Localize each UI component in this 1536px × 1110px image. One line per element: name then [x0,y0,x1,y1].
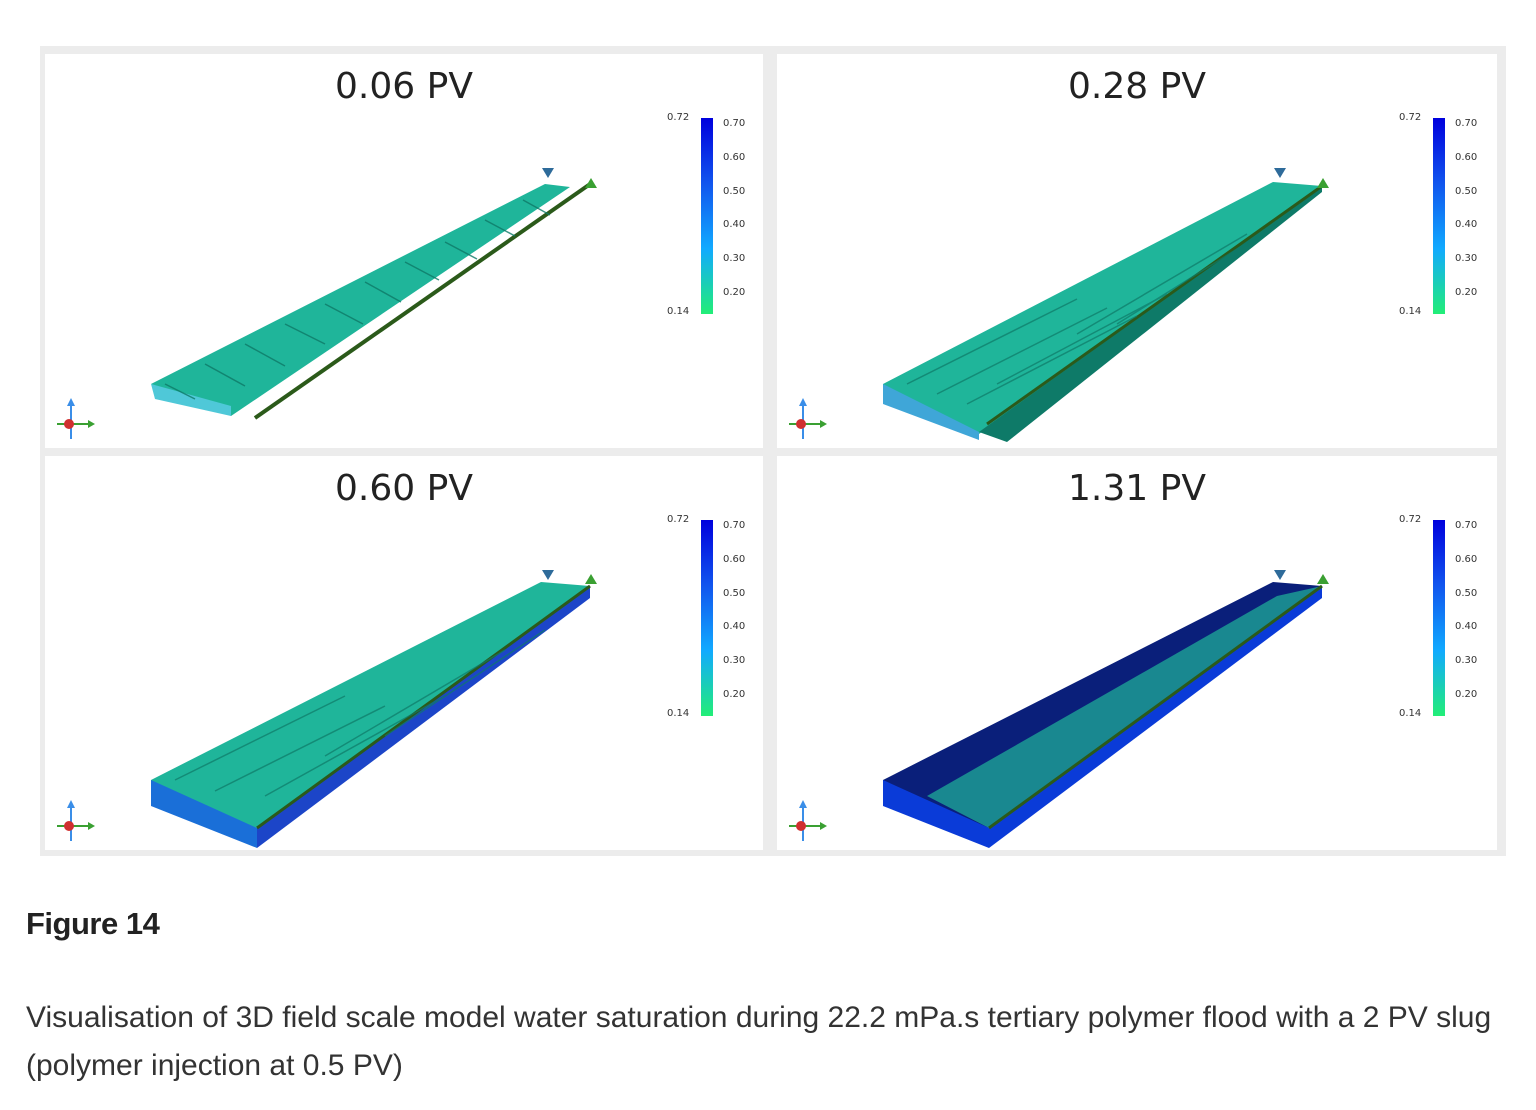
colorbar-tick: 0.20 [723,287,746,298]
colorbar-tick: 0.30 [723,253,746,264]
panel-0-06-pv: 0.06 PV 0.72 0.14 0.70 0.60 0.50 0.40 0.… [45,54,763,448]
panel-1-31-pv: 1.31 PV 0.72 0.14 0.70 0.60 0.50 0.40 0.… [777,456,1497,850]
colorbar-tick: 0.70 [1455,118,1478,129]
producer-marker-icon [1274,570,1286,580]
colorbar-tick: 0.30 [1455,655,1478,666]
colorbar-tick: 0.40 [1455,621,1478,632]
reservoir-render [789,570,1329,848]
colorbar-tick: 0.40 [723,621,746,632]
colorbar-tick: 0.20 [1455,287,1478,298]
colorbar [701,520,713,716]
panel-title: 0.06 PV [335,66,473,107]
colorbar-max-label: 0.72 [667,514,690,525]
panel-title: 1.31 PV [1068,468,1206,509]
colorbar-tick: 0.70 [723,118,746,129]
colorbar-min-label: 0.14 [667,306,690,317]
colorbar-tick: 0.50 [723,186,746,197]
injector-marker-icon [1317,574,1329,584]
colorbar [701,118,713,314]
colorbar-tick: 0.30 [1455,253,1478,264]
axes-triad-icon [57,800,95,841]
colorbar-tick: 0.40 [723,219,746,230]
producer-marker-icon [542,168,554,178]
well-line [253,180,595,420]
colorbar-tick: 0.70 [723,520,746,531]
panel-title: 0.28 PV [1068,66,1206,107]
swept-region [151,184,570,416]
axes-triad-icon [789,800,827,841]
colorbar-min-label: 0.14 [1399,306,1422,317]
colorbar-min-label: 0.14 [667,708,690,719]
well-line [988,584,1323,830]
figure-label: Figure 14 [26,906,160,941]
axes-triad-icon [57,398,95,439]
colorbar-tick: 0.20 [723,689,746,700]
panel-0-60-pv: 0.60 PV 0.72 0.14 0.70 0.60 0.50 0.40 0.… [45,456,763,850]
producer-marker-icon [542,570,554,580]
colorbar-tick: 0.60 [1455,152,1478,163]
panel-0-28-pv: 0.28 PV 0.72 0.14 0.70 0.60 0.50 0.40 0.… [777,54,1497,448]
colorbar-tick: 0.60 [723,554,746,565]
colorbar-tick: 0.50 [723,588,746,599]
colorbar-tick: 0.50 [1455,186,1478,197]
colorbar-tick: 0.50 [1455,588,1478,599]
colorbar-max-label: 0.72 [1399,514,1422,525]
colorbar-tick: 0.20 [1455,689,1478,700]
colorbar-min-label: 0.14 [1399,708,1422,719]
swept-region [883,182,1322,434]
injector-marker-icon [585,178,597,188]
colorbar-tick: 0.60 [723,152,746,163]
figure-caption: Visualisation of 3D field scale model wa… [26,1001,1492,1082]
colorbar-tick: 0.70 [1455,520,1478,531]
axes-triad-icon [789,398,827,439]
injector-marker-icon [1317,178,1329,188]
colorbar-max-label: 0.72 [1399,112,1422,123]
colorbar [1433,118,1445,314]
colorbar-tick: 0.40 [1455,219,1478,230]
well-line [256,584,591,830]
panel-title: 0.60 PV [335,468,473,509]
colorbar-max-label: 0.72 [667,112,690,123]
producer-marker-icon [1274,168,1286,178]
injector-marker-icon [585,574,597,584]
swept-region [151,582,590,828]
reservoir-render [789,168,1329,442]
colorbar [1433,520,1445,716]
well-line [986,184,1323,426]
reservoir-render [57,168,597,439]
colorbar-tick: 0.60 [1455,554,1478,565]
colorbar-tick: 0.30 [723,655,746,666]
reservoir-render [57,570,597,848]
